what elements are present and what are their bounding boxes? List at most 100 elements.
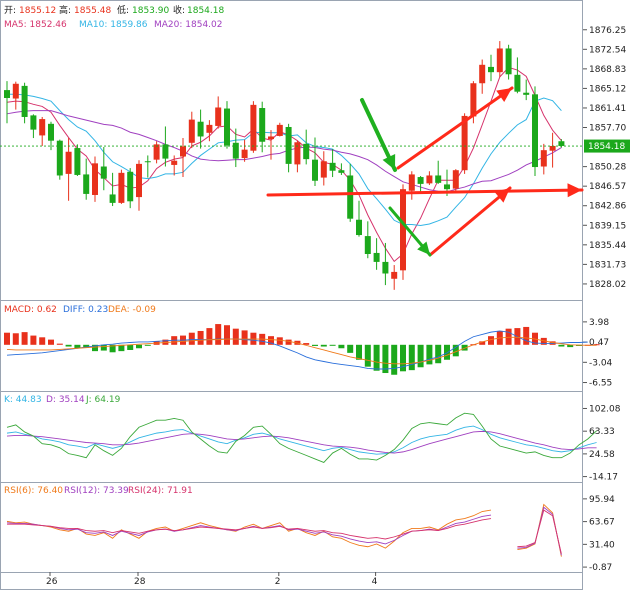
macd-bar [479,341,486,345]
candle-body [180,146,186,157]
candle-body [259,108,266,142]
price-tick-label: 1831.73 [589,260,626,270]
candle-body [206,124,213,133]
macd-bar [56,343,63,345]
macd-bar [567,344,574,348]
candle-body [215,107,222,126]
arrow-lower-right [428,186,512,257]
candle-body [479,64,486,84]
macd-bar [232,328,239,345]
arrow-lower-right-head [494,188,510,203]
candle-body [12,83,19,99]
macd-axis: 3.98 0.47 -3.04 -6.55 [583,318,613,389]
macd-bar [593,344,600,346]
macd-bar [356,344,362,360]
macd-bar [12,333,19,345]
kdj-legend-d: D: 35.14 [46,395,85,405]
rsi-panel [6,503,562,557]
macd-bar [347,344,354,353]
kdj-legend-k: K: 44.83 [4,395,42,405]
candle-body [127,171,134,202]
macd-legend: MACD: 0.62 DIFF: 0.23 DEA: -0.09 [4,305,156,315]
candle-body [514,74,521,92]
macd-bar [320,344,327,347]
candle-body [171,160,178,165]
candle-body [197,121,204,137]
current-price-label: 1854.18 [588,142,625,152]
rsi24-line [7,518,492,540]
candle-body [488,66,494,73]
macd-legend-diff: DIFF: 0.23 [63,305,108,315]
candle-body [444,184,450,190]
candle-body [250,104,257,151]
kdj-legend-j: J: 64.19 [85,395,121,405]
rsi6-line [6,509,492,549]
arrow-horizontal-shaft [266,188,584,197]
macd-bar [426,344,433,365]
open-label: 开: [4,5,16,16]
date-tick-label: 26 [46,577,58,587]
arrow-green-lower-head [417,241,430,255]
rsi-axis: 95.94 63.67 31.40 -0.87 [583,495,615,573]
macd-bar [540,337,547,345]
macd-bar [488,336,494,345]
candle-body [540,150,547,167]
kdj-legend: K: 44.83 D: 35.14 J: 64.19 [4,395,121,405]
macd-bar [109,344,116,353]
candle-body [56,140,63,176]
macd-tick-label: -6.55 [589,379,612,389]
candle-body [312,159,318,181]
candle-body [136,163,142,198]
candle-body [417,177,424,184]
ma10-legend: MA10: 1859.86 [79,20,148,30]
macd-bar [391,344,398,375]
candle-body [320,161,327,178]
candle-body [435,175,442,183]
candle-body [347,175,354,219]
kdj-k-line [6,425,597,455]
candle-body [74,148,81,175]
moving-average-lines [6,66,562,263]
macd-bar [30,335,37,345]
macd-bar [127,344,134,350]
candle-body [303,143,310,160]
candle-body [188,119,195,143]
macd-bar [48,339,54,345]
macd-bar [268,336,274,345]
macd-bar [435,344,442,364]
macd-bar [452,344,459,357]
kdj-j-line [6,412,597,463]
arrow-up-right [396,86,514,170]
arrow-up-right-shaft [396,86,514,170]
price-tick-label: 1876.25 [589,26,626,36]
macd-bar [408,344,415,371]
macd-bar [312,344,318,346]
date-axis: 26 28 2 4 [46,572,378,587]
macd-bar [505,328,512,345]
date-tick-label: 4 [372,577,378,587]
candle-body [382,261,389,274]
macd-bar [206,328,213,345]
high-label: 高: [59,4,71,16]
rsi-legend: RSI(6): 76.40 RSI(12): 73.39 RSI(24): 71… [4,486,193,496]
ma10-line [7,93,562,227]
candle-body [400,189,406,271]
diff-line [6,330,588,370]
candle-body [4,90,10,98]
candle-body [408,174,415,191]
macd-bar [444,344,450,360]
rsi-tick-label: 31.40 [589,540,615,550]
macd-bar [285,339,292,345]
price-tick-label: 1861.41 [589,104,626,114]
kdj-tick-label: 24.58 [589,450,615,460]
rsi-legend-12: RSI(12): 73.39 [64,486,129,496]
arrow-green-down [360,98,397,172]
price-tick-label: 1846.57 [589,182,626,192]
candle-body [118,172,125,203]
candle-body [153,144,160,160]
macd-bar [276,337,283,345]
kdj-tick-label: -14.17 [589,473,618,483]
candle-body [285,126,292,164]
kdj-tick-label: 63.33 [589,427,615,437]
close-label: 收: [173,4,185,16]
